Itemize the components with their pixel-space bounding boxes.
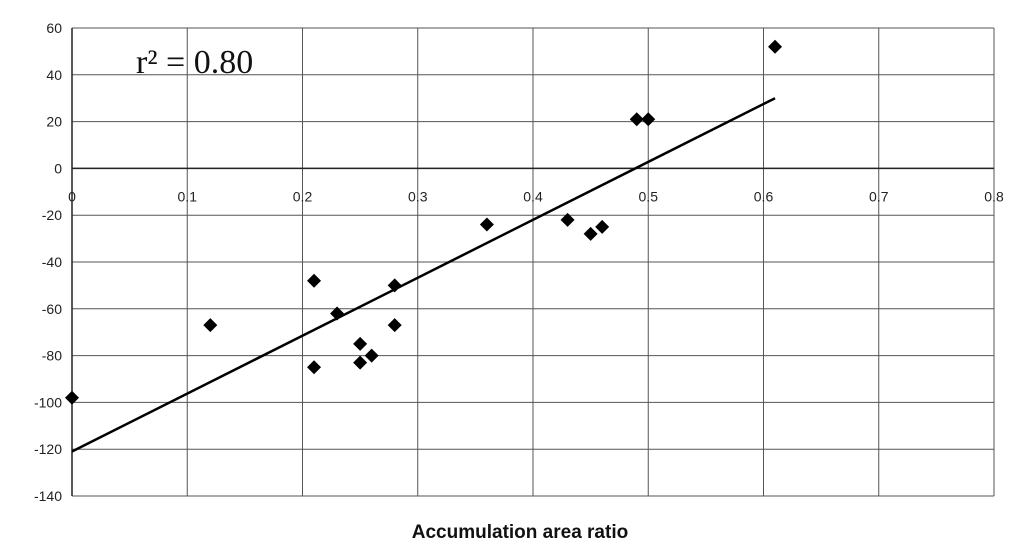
- y-tick-label: 20: [46, 114, 62, 130]
- x-tick-label: 0: [68, 188, 76, 204]
- y-tick-label: -140: [34, 488, 62, 504]
- data-point: [330, 306, 345, 321]
- y-tick-label: -100: [34, 394, 62, 410]
- x-tick-label: 0.3: [408, 188, 428, 204]
- data-point: [307, 273, 322, 288]
- y-tick-label: -20: [42, 207, 62, 223]
- y-tick-label: 40: [46, 67, 62, 83]
- y-tick-label: -80: [42, 348, 62, 364]
- x-axis-label: Accumulation area ratio: [412, 522, 628, 543]
- y-tick-labels: 60 40 20 0 -20 -40 -60 -80 -100 -120 -140: [34, 20, 62, 504]
- data-point: [629, 112, 644, 127]
- axes: [71, 28, 994, 496]
- data-point: [353, 355, 368, 370]
- data-point: [583, 226, 598, 241]
- x-tick-label: 0.2: [293, 188, 313, 204]
- data-point: [364, 348, 379, 363]
- x-tick-label: 0.6: [754, 188, 774, 204]
- data-point: [595, 219, 610, 234]
- y-tick-label: -40: [42, 254, 62, 270]
- data-point: [387, 278, 402, 293]
- y-tick-label: -60: [42, 301, 62, 317]
- data-point: [641, 112, 656, 127]
- x-tick-labels: 0 0.1 0.2 0.3 0.4 0.5 0.6 0.7 0.8: [68, 188, 1004, 204]
- x-tick-label: 0.4: [523, 188, 543, 204]
- x-tick-label: 0.5: [639, 188, 659, 204]
- x-tick-label: 0.8: [984, 188, 1004, 204]
- data-point: [307, 360, 322, 375]
- gridlines: [71, 27, 995, 497]
- data-point: [768, 39, 783, 54]
- trend-line: [71, 97, 776, 453]
- data-point: [203, 318, 218, 333]
- x-tick-label: 0.1: [178, 188, 198, 204]
- y-tick-label: 0: [54, 160, 62, 176]
- x-tick-label: 0.7: [869, 188, 889, 204]
- data-point: [65, 390, 79, 405]
- r-squared-annotation: r² = 0.80: [136, 44, 253, 81]
- data-point: [479, 217, 494, 232]
- y-tick-label: 60: [46, 20, 62, 36]
- data-point: [353, 336, 368, 351]
- data-point: [387, 318, 402, 333]
- data-point: [560, 212, 575, 227]
- data-points: [65, 39, 783, 405]
- y-tick-label: -120: [34, 441, 62, 457]
